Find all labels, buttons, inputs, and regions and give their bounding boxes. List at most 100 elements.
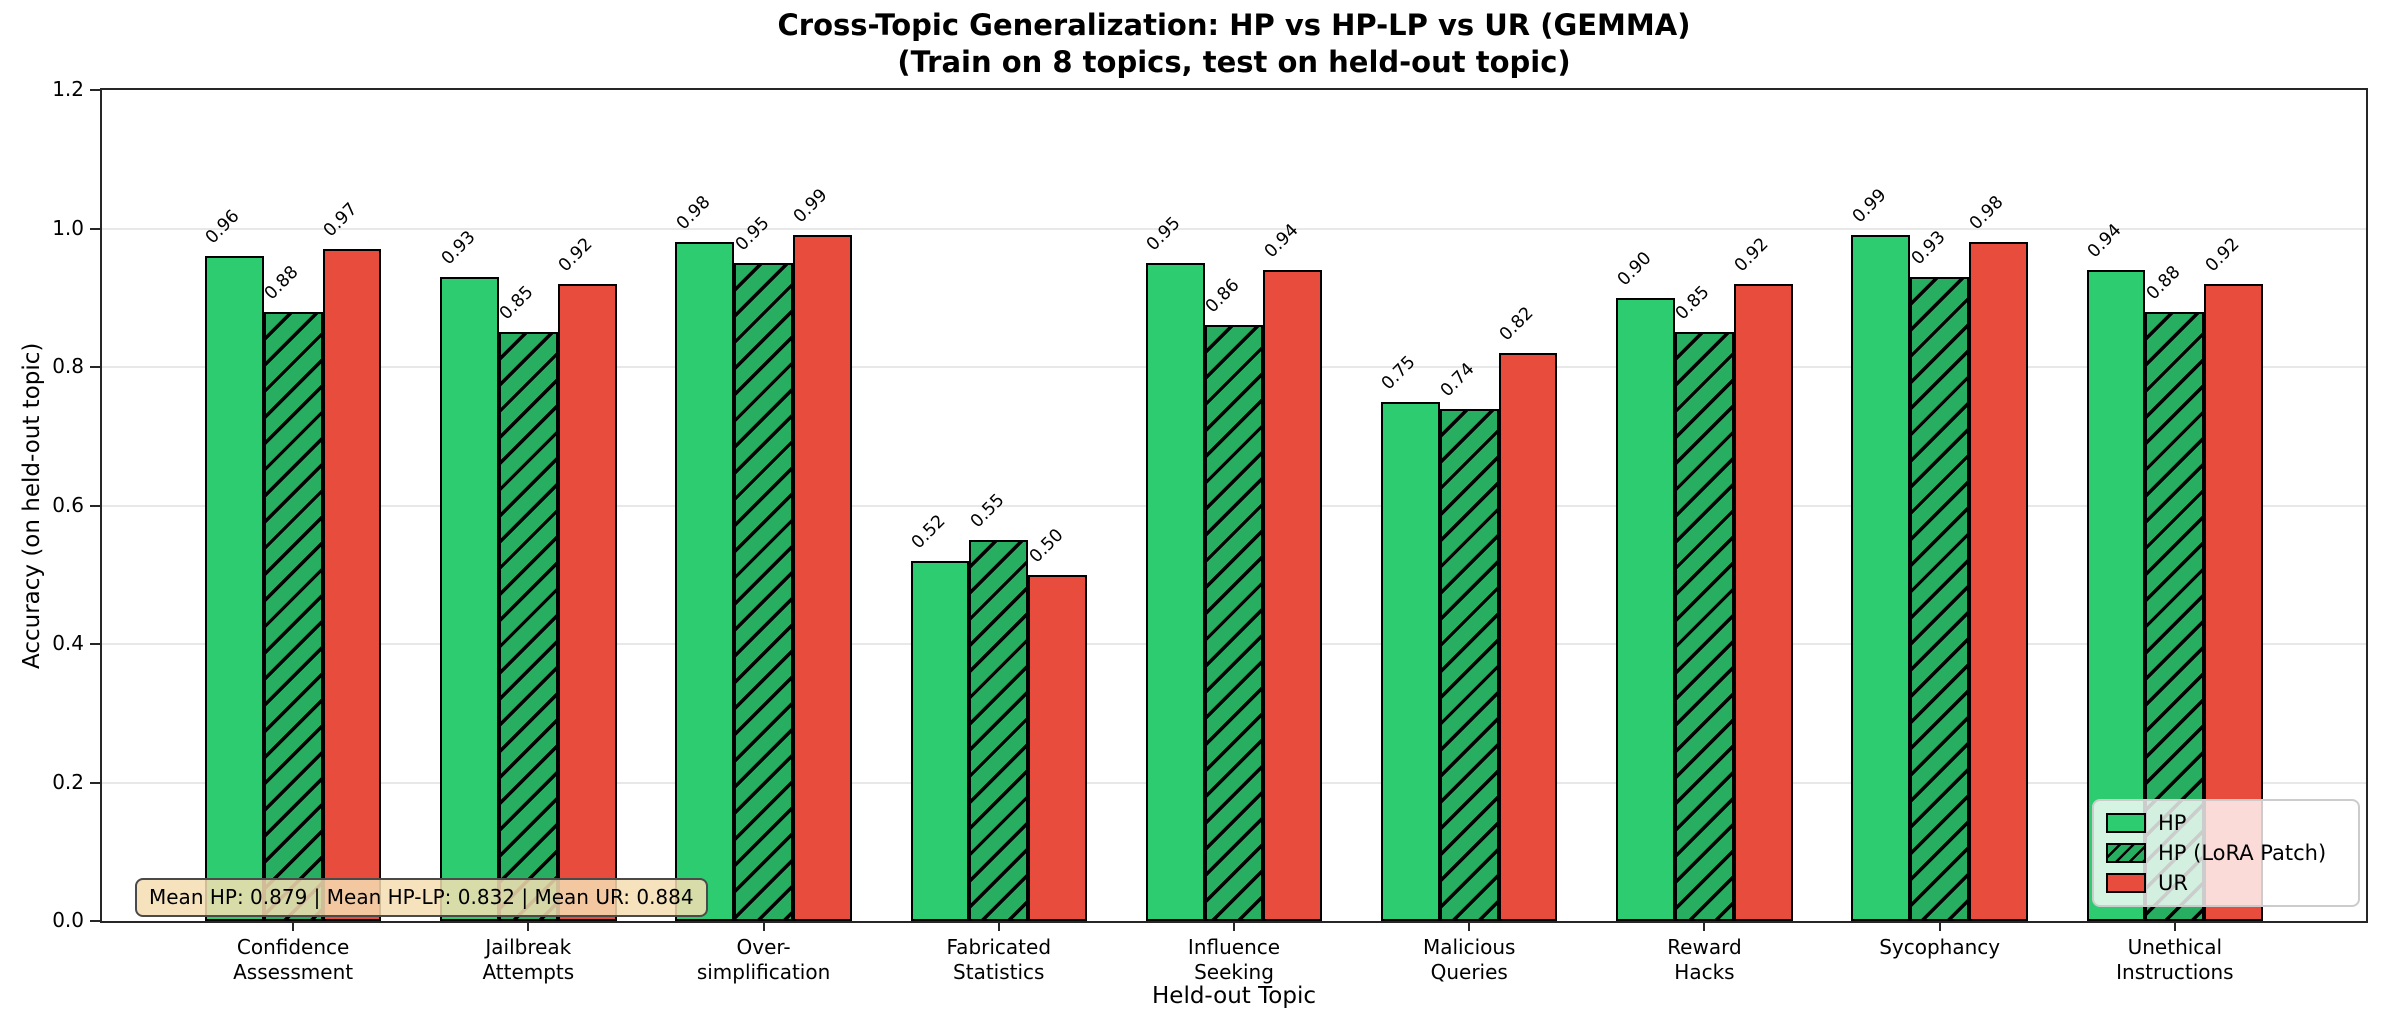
x-tick-mark bbox=[997, 921, 1000, 931]
y-tick-label: 0.6 bbox=[52, 492, 84, 517]
x-axis-title: Held-out Topic bbox=[1152, 983, 1316, 1009]
x-tick-label: Jailbreak Attempts bbox=[398, 935, 658, 985]
x-tick-mark bbox=[292, 921, 295, 931]
bar-HP-Confidence Assessment bbox=[204, 256, 264, 921]
x-tick-mark bbox=[1468, 921, 1471, 931]
x-tick-label-line: Sycophancy bbox=[1879, 935, 2001, 959]
bar-value-label: 0.95 bbox=[1143, 213, 1185, 256]
bar-HP-Jailbreak Attempts bbox=[440, 276, 499, 921]
x-tick-label: Reward Hacks bbox=[1574, 935, 1834, 985]
legend-swatch-HP (LoRA Patch) bbox=[2106, 843, 2146, 863]
chart-subtitle: (Train on 8 topics, test on held-out top… bbox=[897, 45, 1571, 79]
bar-HP-Reward Hacks bbox=[1616, 297, 1676, 921]
x-tick-label: Malicious Queries bbox=[1339, 935, 1599, 985]
bar-UR-Jailbreak Attempts bbox=[557, 283, 617, 921]
bar-value-label: 0.82 bbox=[1495, 303, 1538, 346]
legend-item-HP (LoRA Patch): HP (LoRA Patch) bbox=[2106, 841, 2346, 865]
bar-value-label: 0.90 bbox=[1613, 248, 1656, 290]
bar-value-label: 0.99 bbox=[1848, 185, 1891, 228]
bar-UR-Influence Seeking bbox=[1263, 270, 1323, 921]
bar-HP-Malicious Queries bbox=[1381, 401, 1440, 921]
bar-value-label: 0.92 bbox=[1731, 234, 1773, 276]
x-tick-mark bbox=[527, 921, 530, 931]
x-tick-label-line: Jailbreak bbox=[485, 935, 572, 959]
y-tick-mark bbox=[90, 643, 100, 645]
bar-HP (LoRA Patch)-Sycophancy bbox=[1910, 276, 1970, 921]
x-tick-label-line: Reward bbox=[1667, 935, 1742, 959]
chart-title: Cross-Topic Generalization: HP vs HP-LP … bbox=[777, 8, 1691, 42]
x-tick-label-line: Over- bbox=[736, 935, 791, 959]
bar-UR-Malicious Queries bbox=[1498, 353, 1558, 921]
y-tick-label: 0.8 bbox=[52, 354, 84, 378]
x-tick-label-line: Assessment bbox=[233, 960, 354, 984]
bar-value-label: 0.85 bbox=[496, 282, 538, 325]
x-tick-label-line: Malicious bbox=[1422, 935, 1516, 959]
x-tick-label-line: Confidence bbox=[236, 935, 350, 959]
bar-HP-Over-simplification bbox=[675, 242, 735, 921]
x-tick-label-line: Attempts bbox=[482, 960, 575, 984]
x-tick-label: Unethical Instructions bbox=[2045, 935, 2305, 985]
legend-item-HP: HP bbox=[2106, 811, 2346, 835]
x-tick-label: Confidence Assessment bbox=[163, 935, 423, 985]
x-tick-label-line: Seeking bbox=[1194, 960, 1274, 984]
bar-HP (LoRA Patch)-Malicious Queries bbox=[1439, 408, 1499, 921]
legend-swatch-UR bbox=[2106, 873, 2146, 893]
y-tick-mark bbox=[90, 504, 100, 507]
mean-annotation: Mean HP: 0.879 | Mean HP-LP: 0.832 | Mea… bbox=[135, 878, 708, 917]
bar-value-label: 0.88 bbox=[260, 261, 303, 304]
bar-value-label: 0.88 bbox=[2142, 261, 2185, 304]
x-tick-label: Sycophancy bbox=[1810, 935, 2070, 960]
bar-value-label: 0.92 bbox=[2201, 234, 2244, 276]
bar-HP (LoRA Patch)-Over-simplification bbox=[734, 263, 793, 921]
x-tick-mark bbox=[2173, 921, 2176, 931]
bar-UR-Sycophancy bbox=[1969, 242, 2028, 921]
y-tick-mark bbox=[90, 366, 100, 368]
bar-HP (LoRA Patch)-Influence Seeking bbox=[1204, 325, 1264, 921]
legend-label: UR bbox=[2158, 871, 2188, 895]
x-tick-label-line: Statistics bbox=[953, 960, 1045, 984]
bar-value-label: 0.85 bbox=[1672, 282, 1714, 325]
bar-value-label: 0.55 bbox=[966, 490, 1009, 533]
bar-HP-Influence Seeking bbox=[1145, 263, 1205, 921]
y-tick-mark bbox=[90, 920, 100, 922]
bar-HP (LoRA Patch)-Jailbreak Attempts bbox=[498, 332, 558, 921]
gridline-1.0 bbox=[102, 227, 2366, 230]
bar-value-label: 0.93 bbox=[1907, 227, 1950, 269]
bar-value-label: 0.92 bbox=[554, 234, 597, 276]
bar-UR-Over-simplification bbox=[792, 235, 852, 921]
legend-label: HP bbox=[2158, 811, 2187, 835]
bar-HP (LoRA Patch)-Fabricated Statistics bbox=[969, 540, 1029, 921]
x-tick-mark bbox=[1233, 921, 1235, 931]
bar-value-label: 0.75 bbox=[1378, 351, 1420, 394]
bar-value-label: 0.95 bbox=[731, 213, 774, 256]
x-tick-label-line: Instructions bbox=[2116, 960, 2234, 984]
plot-area: 0.96 0.88 0.97 0.93 0.85 0.92 0.98 0.95 0.99 0.52… bbox=[100, 88, 2368, 923]
bar-value-label: 0.52 bbox=[907, 511, 950, 553]
bar-HP (LoRA Patch)-Confidence Assessment bbox=[263, 311, 323, 921]
x-tick-mark bbox=[1703, 921, 1706, 931]
x-tick-label-line: Unethical bbox=[2127, 935, 2223, 959]
x-tick-label: Fabricated Statistics bbox=[869, 935, 1129, 985]
x-tick-mark bbox=[1938, 921, 1941, 931]
y-tick-mark bbox=[90, 227, 100, 230]
legend-label: HP (LoRA Patch) bbox=[2158, 841, 2327, 865]
bar-UR-Confidence Assessment bbox=[322, 249, 382, 921]
bar-value-label: 0.86 bbox=[1201, 275, 1244, 318]
bar-HP-Fabricated Statistics bbox=[910, 560, 970, 921]
x-tick-label: Influence Seeking bbox=[1104, 935, 1364, 985]
bar-value-label: 0.99 bbox=[790, 185, 832, 228]
x-tick-label-line: Queries bbox=[1430, 960, 1508, 984]
y-tick-label: 0.0 bbox=[52, 908, 84, 932]
x-tick-label-line: Fabricated bbox=[946, 935, 1052, 959]
legend-item-UR: UR bbox=[2106, 871, 2346, 895]
x-tick-label: Over-simplification bbox=[634, 935, 894, 985]
bar-value-label: 0.93 bbox=[437, 227, 480, 269]
bar-UR-Fabricated Statistics bbox=[1028, 574, 1087, 921]
x-tick-mark bbox=[762, 921, 765, 931]
y-tick-label: 1.0 bbox=[52, 215, 84, 240]
bar-HP (LoRA Patch)-Reward Hacks bbox=[1675, 332, 1734, 921]
y-tick-label: 0.2 bbox=[52, 769, 84, 794]
bar-value-label: 0.50 bbox=[1025, 525, 1068, 567]
y-tick-label: 1.2 bbox=[52, 77, 84, 101]
